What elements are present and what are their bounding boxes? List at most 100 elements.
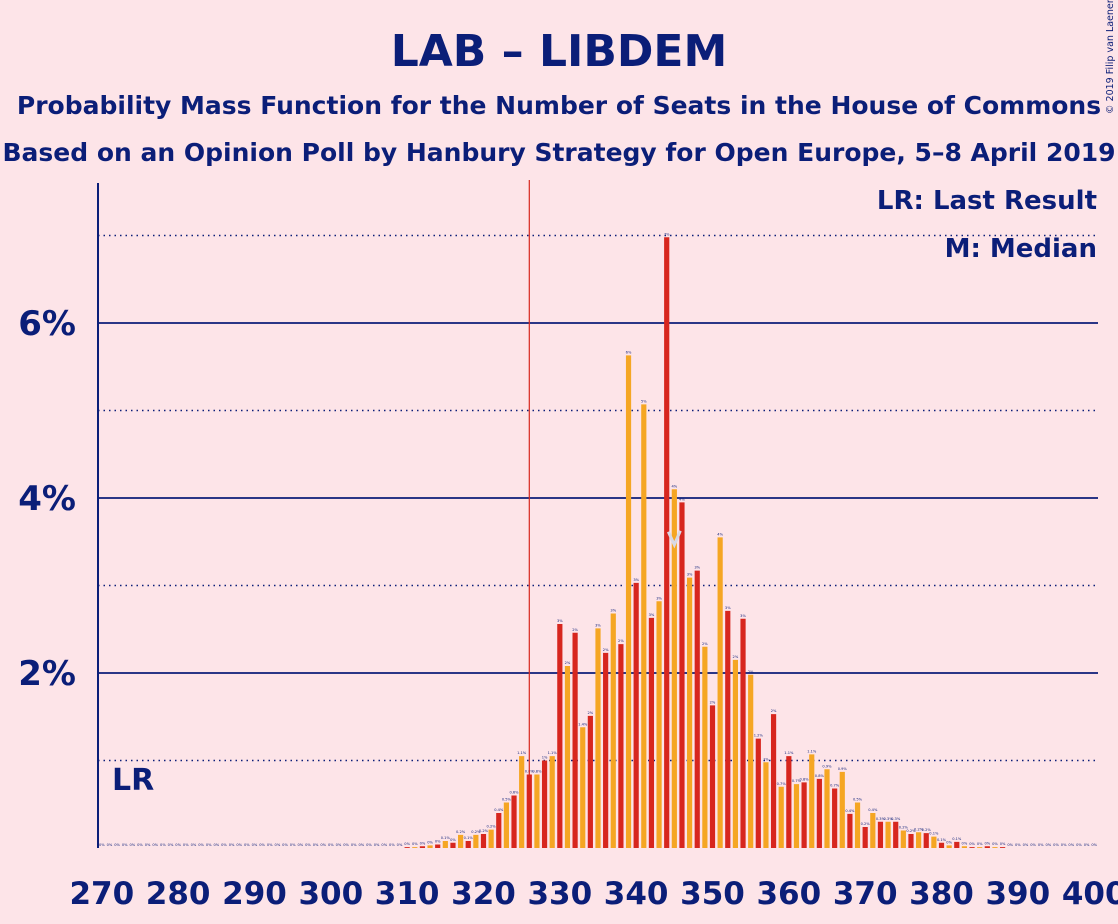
bar-label-362: 0.8% bbox=[800, 777, 810, 781]
bar-366 bbox=[832, 788, 838, 848]
bar-314 bbox=[435, 844, 441, 848]
bar-label-320: 0.2% bbox=[479, 829, 489, 833]
x-tick-270: 270 bbox=[69, 876, 134, 912]
bar-label-309: 0% bbox=[397, 843, 403, 847]
bar-label-311: 0% bbox=[412, 842, 418, 846]
bar-336 bbox=[603, 652, 609, 848]
bar-label-343: 3% bbox=[656, 596, 662, 600]
bar-label-338: 2% bbox=[618, 639, 624, 643]
bar-label-305: 0% bbox=[366, 843, 372, 847]
bar-label-358: 2% bbox=[771, 709, 777, 713]
bar-label-372: 0.3% bbox=[876, 817, 886, 821]
bar-385 bbox=[977, 847, 983, 848]
bar-label-381: 0% bbox=[946, 840, 952, 844]
bar-label-288: 0% bbox=[236, 843, 242, 847]
x-tick-400: 400 bbox=[1062, 876, 1118, 912]
bar-373 bbox=[885, 821, 891, 848]
chart-subtitle: Probability Mass Function for the Number… bbox=[17, 91, 1101, 120]
bar-label-380: 0.1% bbox=[937, 838, 947, 842]
bar-331 bbox=[564, 666, 571, 848]
bar-label-385: 0% bbox=[977, 842, 983, 846]
bar-label-341: 5% bbox=[641, 399, 647, 403]
bar-label-388: 0% bbox=[1000, 842, 1006, 846]
bar-325 bbox=[519, 756, 525, 848]
bar-label-330: 3% bbox=[557, 619, 563, 623]
bar-label-271: 0% bbox=[107, 843, 113, 847]
bar-label-378: 0.2% bbox=[922, 828, 932, 832]
bar-345 bbox=[671, 489, 677, 848]
bar-label-357: 1% bbox=[763, 757, 769, 761]
bar-358 bbox=[770, 714, 777, 848]
bar-label-312: 0% bbox=[420, 841, 426, 845]
bar-label-276: 0% bbox=[145, 843, 151, 847]
bar-349 bbox=[702, 646, 708, 848]
bar-369 bbox=[854, 802, 861, 848]
bar-329 bbox=[549, 756, 555, 848]
bar-341 bbox=[641, 404, 647, 848]
bar-label-281: 0% bbox=[183, 843, 189, 847]
bar-label-394: 0% bbox=[1046, 843, 1052, 847]
bar-label-379: 0.1% bbox=[929, 832, 939, 836]
bar-330 bbox=[557, 624, 563, 848]
bar-label-310: 0% bbox=[404, 842, 410, 846]
bar-label-282: 0% bbox=[191, 843, 197, 847]
bar-label-382: 0.1% bbox=[952, 837, 962, 841]
bar-383 bbox=[961, 846, 968, 848]
bar-356 bbox=[755, 738, 761, 848]
bar-label-389: 0% bbox=[1007, 843, 1013, 847]
bar-label-313: 0% bbox=[427, 840, 433, 844]
bar-label-285: 0% bbox=[213, 843, 219, 847]
x-tick-280: 280 bbox=[146, 876, 211, 912]
bar-label-279: 0% bbox=[168, 843, 174, 847]
bar-360 bbox=[786, 756, 792, 848]
bar-label-393: 0% bbox=[1038, 843, 1044, 847]
bar-315 bbox=[442, 841, 448, 848]
bar-337 bbox=[610, 613, 616, 848]
bar-label-340: 3% bbox=[633, 578, 639, 582]
bar-label-335: 3% bbox=[595, 623, 601, 627]
bar-label-283: 0% bbox=[198, 843, 204, 847]
bar-370 bbox=[862, 827, 868, 848]
bar-354 bbox=[740, 618, 746, 848]
bar-label-353: 2% bbox=[733, 655, 739, 659]
bar-label-334: 2% bbox=[588, 711, 594, 715]
bar-347 bbox=[687, 577, 693, 848]
x-tick-310: 310 bbox=[375, 876, 440, 912]
bar-381 bbox=[946, 845, 952, 848]
bar-label-325: 1.1% bbox=[517, 751, 527, 755]
y-axis-ticks: 2% 4% 6% bbox=[18, 304, 76, 694]
bar-368 bbox=[847, 813, 853, 848]
bar-311 bbox=[412, 847, 418, 848]
x-tick-320: 320 bbox=[451, 876, 516, 912]
bar-label-290: 0% bbox=[252, 843, 258, 847]
bar-label-301: 0% bbox=[336, 843, 342, 847]
bar-label-346: 4% bbox=[679, 497, 685, 501]
bar-label-293: 0% bbox=[275, 843, 281, 847]
bar-344 bbox=[664, 237, 670, 848]
bar-323 bbox=[503, 802, 509, 848]
bar-label-373: 0.3% bbox=[884, 817, 894, 821]
bar-label-396: 0% bbox=[1061, 843, 1067, 847]
bar-label-270: 0% bbox=[99, 843, 105, 847]
bar-346 bbox=[679, 502, 685, 848]
y-tick-4%: 4% bbox=[18, 479, 76, 519]
bar-label-316: 0% bbox=[450, 838, 456, 842]
bar-label-398: 0% bbox=[1076, 843, 1082, 847]
bar-label-314: 0% bbox=[435, 840, 441, 844]
bar-382 bbox=[954, 841, 960, 848]
bar-label-374: 0.3% bbox=[891, 817, 901, 821]
x-tick-290: 290 bbox=[222, 876, 287, 912]
bar-label-337: 3% bbox=[610, 609, 616, 613]
bar-359 bbox=[778, 786, 784, 848]
bar-312 bbox=[419, 846, 426, 848]
bar-label-364: 0.8% bbox=[815, 774, 825, 778]
bar-label-400: 0% bbox=[1091, 843, 1097, 847]
bar-label-291: 0% bbox=[259, 843, 265, 847]
bar-label-371: 0.4% bbox=[868, 808, 878, 812]
bar-label-286: 0% bbox=[221, 843, 227, 847]
bar-310 bbox=[404, 847, 410, 848]
bar-label-351: 4% bbox=[717, 532, 723, 536]
x-tick-370: 370 bbox=[833, 876, 898, 912]
bar-label-306: 0% bbox=[374, 843, 380, 847]
